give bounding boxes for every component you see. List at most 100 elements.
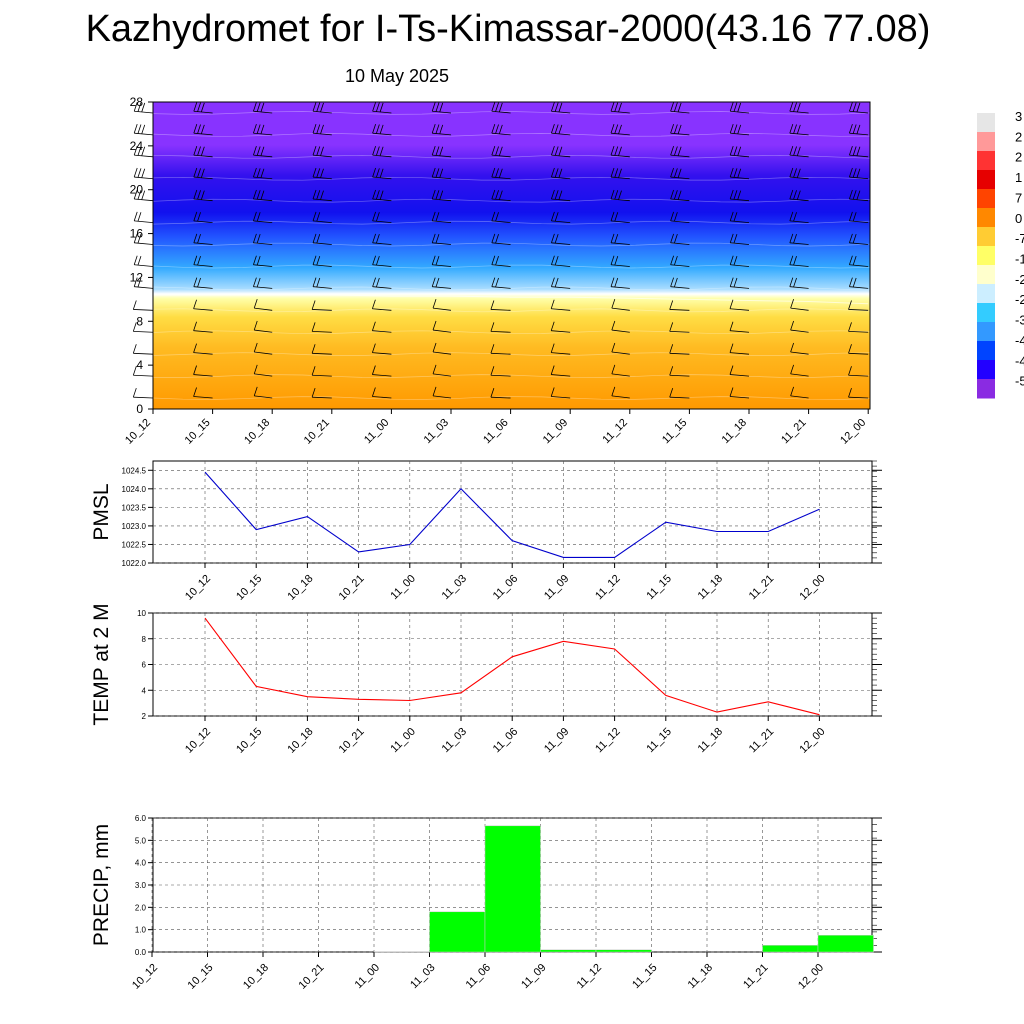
y-tick-label: 1023.5 xyxy=(122,503,147,512)
wind-barb xyxy=(490,300,511,311)
wind-barb xyxy=(311,300,332,311)
wind-barb xyxy=(312,145,332,158)
x-tick-label: 11_00 xyxy=(388,573,418,603)
wind-barb xyxy=(491,167,511,180)
wind-barb xyxy=(849,167,869,180)
wind-barb xyxy=(491,211,511,224)
x-tick-label: 11_09 xyxy=(519,962,549,992)
x-tick-label: 11_06 xyxy=(491,726,521,756)
wind-barb xyxy=(193,124,213,136)
heatmap-frame xyxy=(152,101,871,410)
y-axis-label: TEMP at 2 M xyxy=(90,603,113,725)
wind-barb xyxy=(431,167,452,180)
wind-barb xyxy=(312,167,332,180)
colorbar-label: 2 xyxy=(1015,129,1022,144)
wind-barb xyxy=(848,322,869,333)
colorbar-label: 3 xyxy=(1015,109,1022,124)
precip-bar xyxy=(429,911,486,953)
colorbar-swatch xyxy=(977,360,995,380)
wind-barb xyxy=(132,366,154,377)
colorbar-label: 1 xyxy=(1015,170,1022,185)
wind-barb xyxy=(312,124,332,136)
y-tick-label: 20 xyxy=(130,183,144,197)
x-tick-label: 11_21 xyxy=(747,573,777,603)
wind-barb xyxy=(610,167,630,180)
wind-barb xyxy=(789,167,809,180)
colorbar-swatch xyxy=(977,341,995,361)
y-tick-label: 1024.5 xyxy=(122,466,147,475)
wind-barb xyxy=(849,277,869,289)
x-tick-label: 11_06 xyxy=(481,417,511,447)
wind-barb xyxy=(372,255,392,267)
wind-barb xyxy=(729,277,750,289)
colorbar-swatch xyxy=(977,113,995,133)
y-tick-label: 1.0 xyxy=(135,926,147,935)
wind-barb xyxy=(551,277,571,289)
wind-barb xyxy=(311,322,332,333)
wind-barb xyxy=(133,124,154,136)
wind-barb xyxy=(729,189,750,202)
wind-barb xyxy=(550,387,571,399)
x-tick-label: 11_21 xyxy=(779,417,809,447)
wind-barb xyxy=(193,233,213,245)
contour-line xyxy=(152,330,871,335)
wind-barb xyxy=(253,233,273,245)
y-tick-label: 8 xyxy=(142,635,147,644)
x-tick-label: 10_18 xyxy=(285,573,315,603)
y-axis-label: PMSL xyxy=(90,483,113,540)
wind-barb xyxy=(253,255,273,267)
colorbar-label: 2 xyxy=(1015,150,1022,165)
wind-barb xyxy=(371,343,392,355)
x-tick-label: 11_15 xyxy=(644,573,674,603)
colorbar-label: -4 xyxy=(1015,333,1024,348)
wind-barb xyxy=(371,299,392,311)
wind-barb xyxy=(610,255,630,267)
x-tick-label: 11_03 xyxy=(440,726,470,756)
contour-line xyxy=(152,374,871,378)
x-tick-label: 11_00 xyxy=(362,417,392,447)
x-tick-label: 11_12 xyxy=(593,573,623,603)
wind-barb xyxy=(729,321,750,333)
wind-barb xyxy=(610,189,630,202)
wind-barb xyxy=(551,145,571,158)
y-tick-label: 4 xyxy=(136,358,143,372)
wind-barb xyxy=(193,255,213,267)
x-tick-label: 10_15 xyxy=(234,573,264,603)
wind-barb xyxy=(669,300,690,311)
wind-barb xyxy=(372,277,392,289)
precip-bar xyxy=(540,949,597,953)
wind-barb xyxy=(669,322,690,333)
wind-barb xyxy=(848,300,869,311)
wind-barb xyxy=(551,189,571,202)
wind-barb xyxy=(193,387,213,399)
wind-barb xyxy=(193,343,213,355)
wind-barb xyxy=(372,102,392,114)
x-tick-label: 11_15 xyxy=(660,417,690,447)
wind-barb xyxy=(372,145,392,158)
wind-barb xyxy=(253,211,273,224)
wind-barb xyxy=(670,233,690,245)
wind-barb xyxy=(133,189,154,202)
wind-barb xyxy=(550,343,571,355)
precip-bar xyxy=(817,935,874,953)
y-tick-label: 1022.5 xyxy=(122,540,147,549)
wind-barb xyxy=(431,277,452,289)
wind-barb xyxy=(432,320,452,333)
wind-barb xyxy=(193,211,213,224)
wind-barb xyxy=(253,277,273,289)
wind-barb xyxy=(311,366,332,377)
wind-barb xyxy=(729,343,750,355)
wind-barb xyxy=(491,102,511,114)
wind-barb xyxy=(372,189,392,202)
wind-barb xyxy=(312,189,332,202)
wind-barb xyxy=(253,124,273,136)
colorbar-label: -4 xyxy=(1015,353,1024,368)
wind-barb xyxy=(133,277,154,289)
wind-barb xyxy=(133,145,154,158)
x-tick-label: 10_12 xyxy=(183,726,213,756)
wind-barb xyxy=(729,124,750,136)
wind-barb xyxy=(790,386,809,399)
y-tick-label: 28 xyxy=(130,95,144,109)
contour-line xyxy=(152,133,871,137)
wind-barb xyxy=(550,321,571,333)
